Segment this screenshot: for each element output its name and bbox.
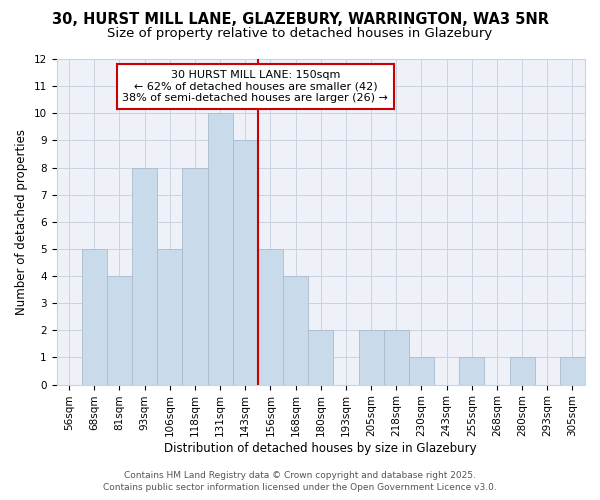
X-axis label: Distribution of detached houses by size in Glazebury: Distribution of detached houses by size …: [164, 442, 477, 455]
Bar: [258, 249, 283, 384]
Bar: [308, 330, 334, 384]
Bar: [82, 249, 107, 384]
Bar: [132, 168, 157, 384]
Bar: [182, 168, 208, 384]
Bar: [383, 330, 409, 384]
Bar: [459, 358, 484, 384]
Bar: [233, 140, 258, 384]
Bar: [208, 114, 233, 384]
Text: 30, HURST MILL LANE, GLAZEBURY, WARRINGTON, WA3 5NR: 30, HURST MILL LANE, GLAZEBURY, WARRINGT…: [52, 12, 548, 28]
Bar: [107, 276, 132, 384]
Bar: [283, 276, 308, 384]
Bar: [359, 330, 383, 384]
Bar: [560, 358, 585, 384]
Text: Size of property relative to detached houses in Glazebury: Size of property relative to detached ho…: [107, 28, 493, 40]
Text: 30 HURST MILL LANE: 150sqm
← 62% of detached houses are smaller (42)
38% of semi: 30 HURST MILL LANE: 150sqm ← 62% of deta…: [122, 70, 388, 103]
Bar: [509, 358, 535, 384]
Bar: [157, 249, 182, 384]
Text: Contains HM Land Registry data © Crown copyright and database right 2025.
Contai: Contains HM Land Registry data © Crown c…: [103, 471, 497, 492]
Y-axis label: Number of detached properties: Number of detached properties: [15, 129, 28, 315]
Bar: [409, 358, 434, 384]
